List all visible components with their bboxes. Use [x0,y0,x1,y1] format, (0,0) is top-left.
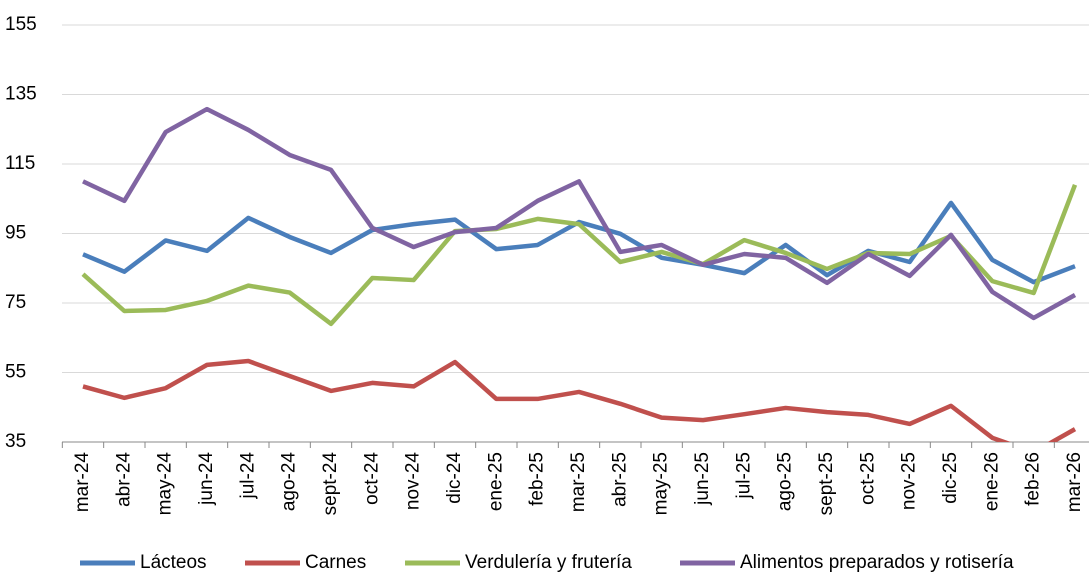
y-tick-label: 155 [5,14,37,35]
x-tick-label: sept-25 [816,452,837,515]
series-line [82,200,1076,285]
x-tick-label: nov-25 [899,452,920,510]
x-tick-label: oct-25 [857,452,878,505]
x-tick-label: feb-25 [527,452,548,506]
y-tick-label: 35 [5,431,26,452]
x-tick-label: abr-25 [609,452,630,507]
y-tick-label: 55 [5,362,26,383]
x-tick-label: ene-25 [485,452,506,511]
series-line [82,106,1077,321]
y-tick-label: 115 [5,153,35,174]
y-tick-label: 95 [5,223,26,244]
x-tick-label: sept-24 [320,452,341,516]
legend-label: Verdulería y frutería [465,552,632,573]
x-tick-label: mar-26 [1064,452,1085,512]
x-tick-label: dic-24 [444,452,465,504]
x-tick-label: abr-24 [113,452,134,507]
x-tick-label: jun-25 [692,452,713,506]
x-tick-label: mar-25 [568,452,589,512]
x-tick-label: dic-25 [940,452,961,504]
x-tick-label: ago-25 [775,452,796,511]
x-tick-label: jul-25 [733,452,754,499]
legend-label: Lácteos [140,552,207,573]
x-tick-label: jun-24 [196,452,217,506]
x-tick-label: may-24 [155,452,176,516]
series-line [81,184,1078,327]
x-tick-label: mar-24 [72,452,93,513]
legend-label: Carnes [305,552,366,573]
x-tick-label: ene-26 [981,452,1002,511]
series-line [82,358,1077,442]
y-tick-label: 75 [5,292,26,313]
y-tick-label: 135 [5,84,37,105]
x-tick-label: oct-24 [361,452,382,505]
legend-label: Alimentos preparados y rotisería [740,552,1014,573]
x-tick-label: nov-24 [403,452,424,511]
x-tick-label: ago-24 [279,452,300,512]
x-tick-label: feb-26 [1023,452,1044,506]
x-tick-label: jul-24 [237,452,258,500]
x-tick-label: may-25 [651,452,672,515]
